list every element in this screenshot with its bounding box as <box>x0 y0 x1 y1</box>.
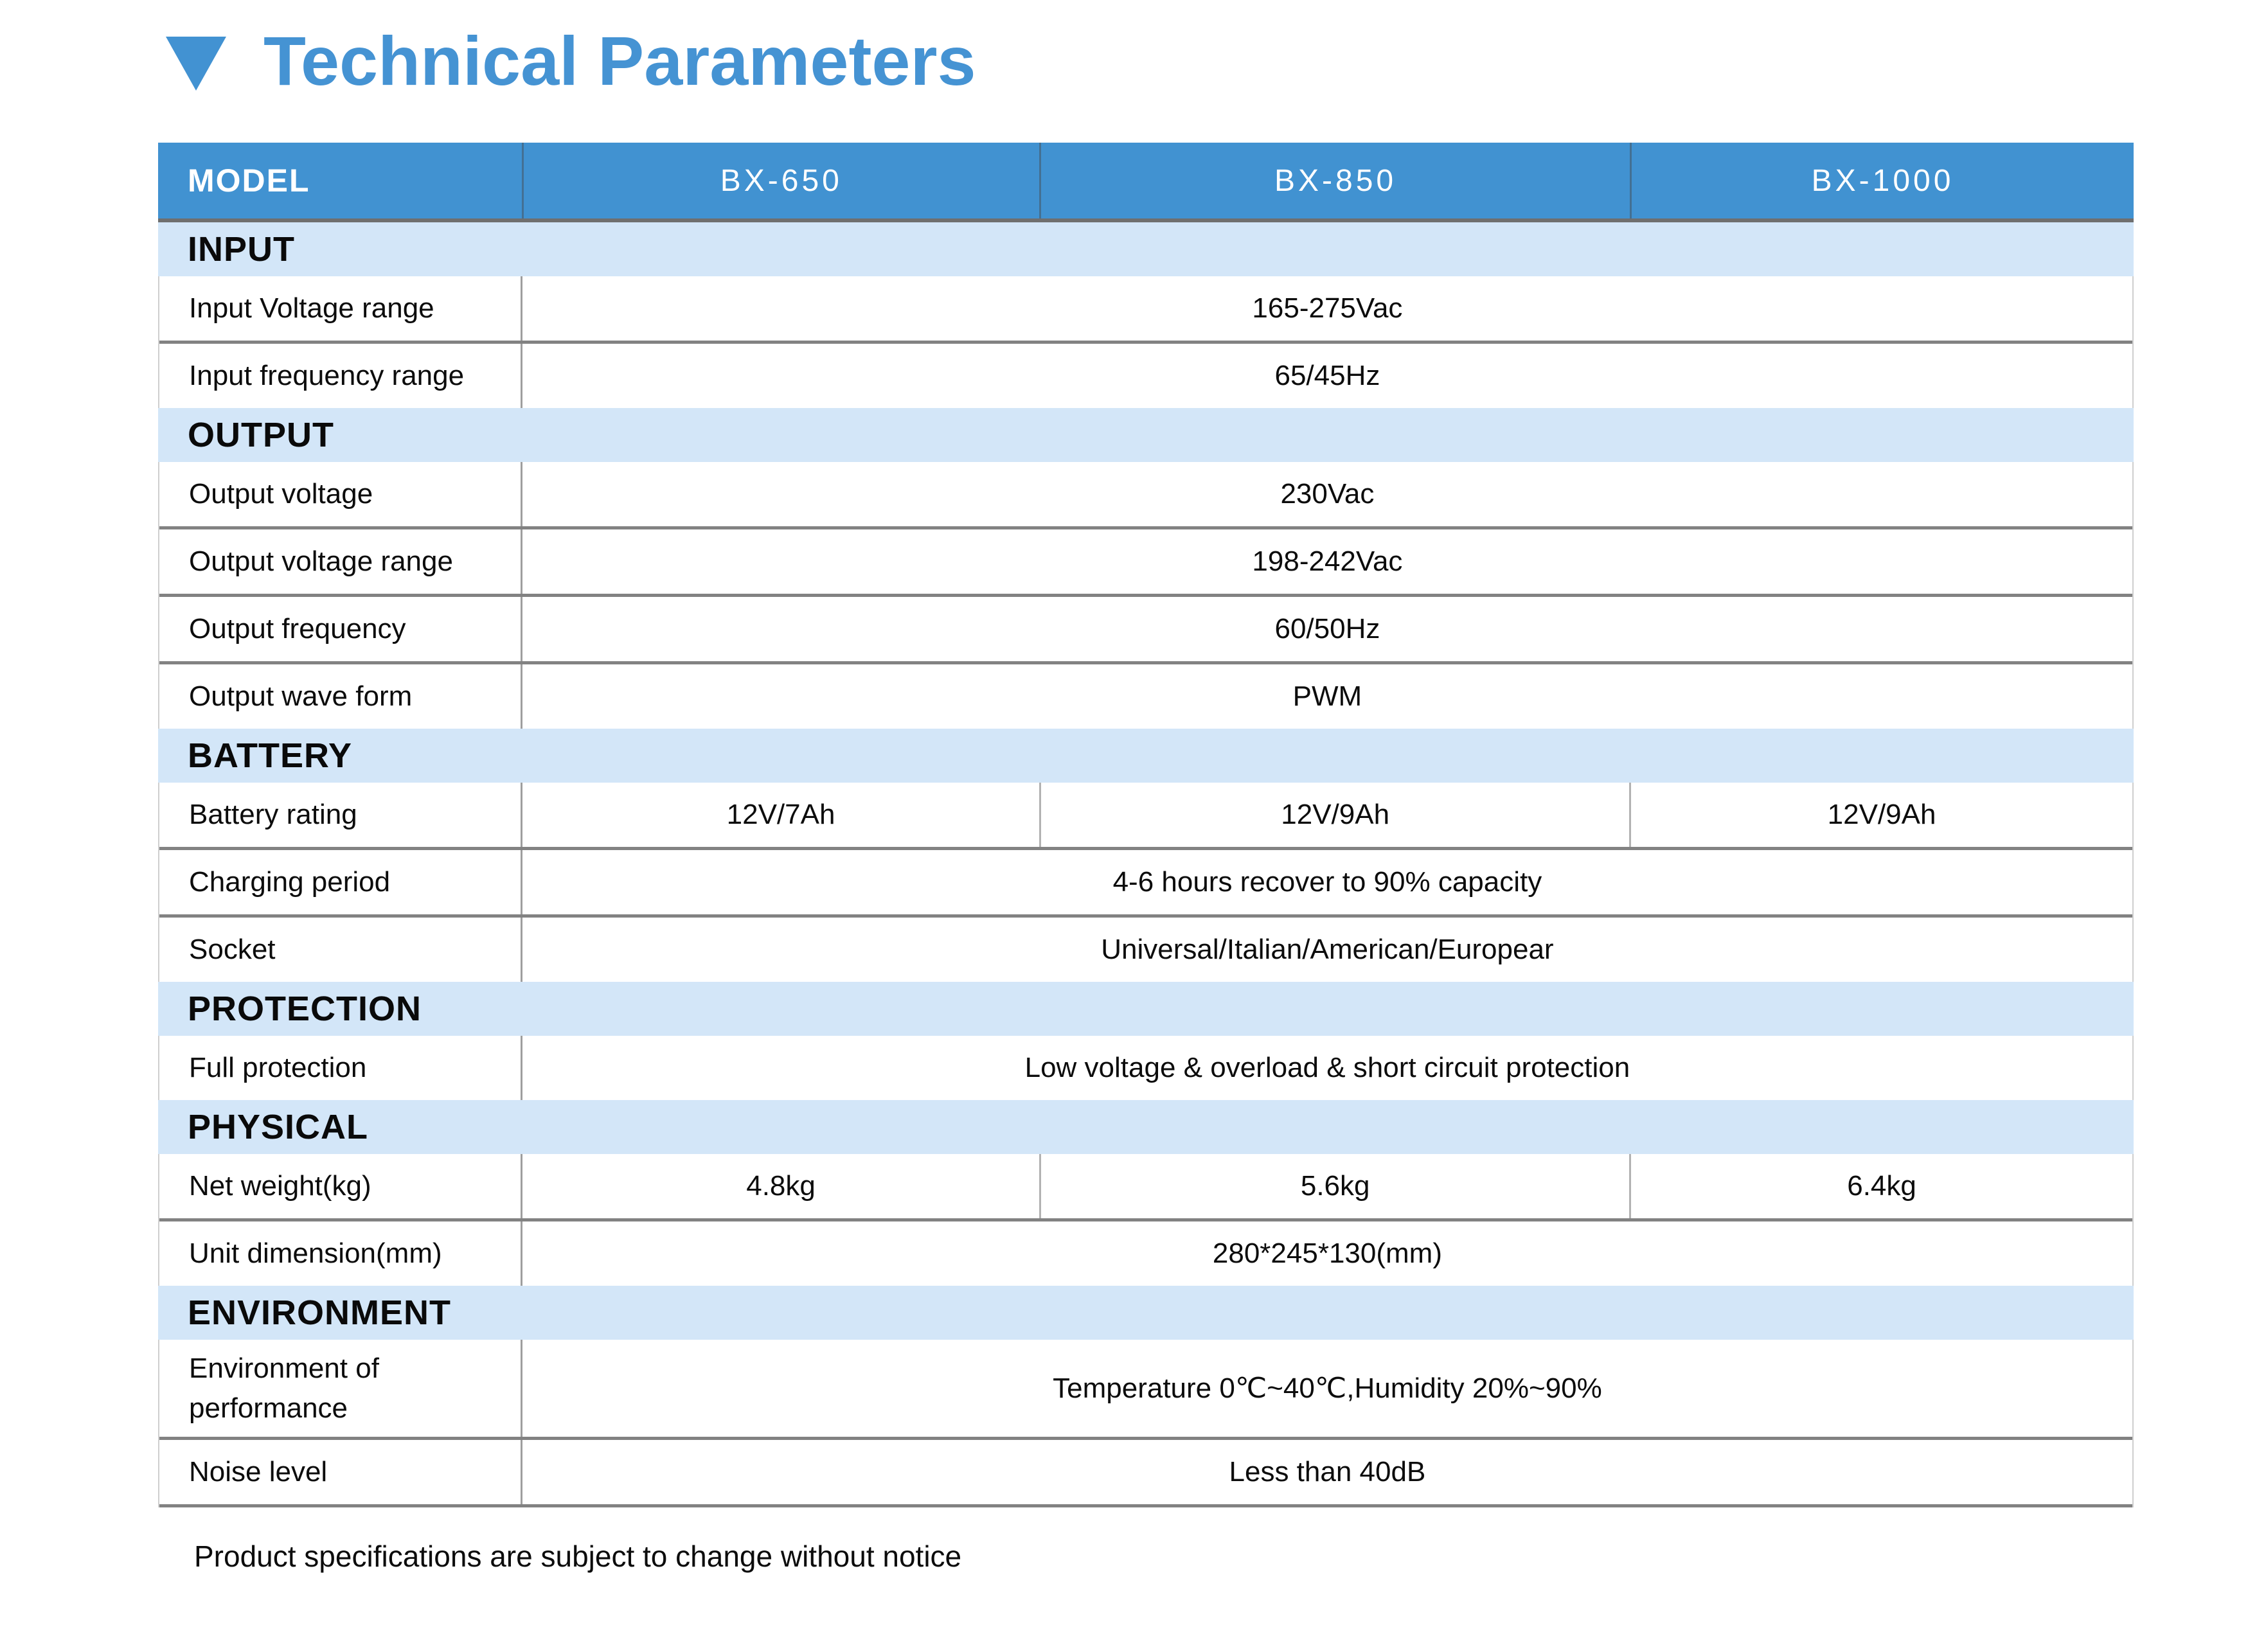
row-value: 198-242Vac <box>1252 546 1403 578</box>
row-value: 4-6 hours recover to 90% capacity <box>1112 866 1542 898</box>
row-label: Battery rating <box>159 783 522 847</box>
row-value: Low voltage & overload & short circuit p… <box>1024 1052 1630 1084</box>
row-value-bx1000: 12V/9Ah <box>1629 783 2132 847</box>
section-header-input: INPUT <box>158 222 2134 276</box>
header-model-label: MODEL <box>188 163 310 199</box>
table-row: Output frequency 60/50Hz <box>159 597 2132 664</box>
row-label: Input Voltage range <box>159 276 522 341</box>
row-value: PWM <box>1292 680 1362 713</box>
row-label: Output voltage <box>159 462 522 526</box>
row-value-bx850: 5.6kg <box>1039 1154 1629 1218</box>
table-row: Output voltage range 198-242Vac <box>159 529 2132 597</box>
row-value: Universal/Italian/American/Europear <box>1101 934 1554 966</box>
section-header-physical: PHYSICAL <box>158 1100 2134 1154</box>
row-label: Output wave form <box>159 664 522 729</box>
technical-parameters-table: MODEL BX-650 BX-850 BX-1000 INPUT Input … <box>158 143 2134 1508</box>
table-row: Input frequency range 65/45Hz <box>159 344 2132 408</box>
table-row: Socket Universal/Italian/American/Europe… <box>159 918 2132 982</box>
footer-disclaimer: Product specifications are subject to ch… <box>194 1540 962 1573</box>
row-label: Input frequency range <box>159 344 522 408</box>
row-label: Net weight(kg) <box>159 1154 522 1218</box>
header-model-bx1000: BX-1000 <box>1630 143 2134 218</box>
row-value: 65/45Hz <box>1274 360 1380 392</box>
row-value-bx1000: 6.4kg <box>1629 1154 2132 1218</box>
table-header-row: MODEL BX-650 BX-850 BX-1000 <box>158 143 2134 222</box>
triangle-bullet-icon <box>166 37 226 91</box>
page-title-block: Technical Parameters <box>166 19 976 103</box>
table-row: Full protection Low voltage & overload &… <box>159 1036 2132 1100</box>
row-value: 230Vac <box>1280 478 1375 510</box>
row-label: Charging period <box>159 850 522 914</box>
row-label: Socket <box>159 918 522 982</box>
table-row: Noise level Less than 40dB <box>159 1440 2132 1508</box>
header-model-bx650: BX-650 <box>521 143 1039 218</box>
row-value: 165-275Vac <box>1252 292 1403 324</box>
row-value-bx850: 12V/9Ah <box>1039 783 1629 847</box>
page-title: Technical Parameters <box>263 22 976 100</box>
table-row: Charging period 4-6 hours recover to 90%… <box>159 850 2132 918</box>
table-row: Net weight(kg) 4.8kg 5.6kg 6.4kg <box>159 1154 2132 1221</box>
section-header-battery: BATTERY <box>158 729 2134 783</box>
section-header-environment: ENVIRONMENT <box>158 1286 2134 1340</box>
table-row: Environment of performance Temperature 0… <box>159 1340 2132 1441</box>
row-value-bx650: 4.8kg <box>746 1170 816 1202</box>
row-value: 60/50Hz <box>1274 613 1380 645</box>
section-header-protection: PROTECTION <box>158 982 2134 1036</box>
row-value: Less than 40dB <box>1229 1456 1426 1488</box>
row-label: Noise level <box>159 1440 522 1505</box>
row-label: Output frequency <box>159 597 522 661</box>
table-row: Battery rating 12V/7Ah 12V/9Ah 12V/9Ah <box>159 783 2132 850</box>
row-label: Environment of performance <box>159 1340 522 1437</box>
section-header-output: OUTPUT <box>158 408 2134 462</box>
row-label: Output voltage range <box>159 529 522 594</box>
table-row: Output wave form PWM <box>159 664 2132 729</box>
row-label: Unit dimension(mm) <box>159 1221 522 1286</box>
table-row: Input Voltage range 165-275Vac <box>159 276 2132 344</box>
row-value: 280*245*130(mm) <box>1212 1238 1442 1270</box>
table-row: Unit dimension(mm) 280*245*130(mm) <box>159 1221 2132 1286</box>
row-value: Temperature 0℃~40℃,Humidity 20%~90% <box>1053 1372 1602 1404</box>
row-label: Full protection <box>159 1036 522 1100</box>
table-row: Output voltage 230Vac <box>159 462 2132 529</box>
header-model-bx850: BX-850 <box>1039 143 1630 218</box>
row-value-bx650: 12V/7Ah <box>726 799 835 831</box>
